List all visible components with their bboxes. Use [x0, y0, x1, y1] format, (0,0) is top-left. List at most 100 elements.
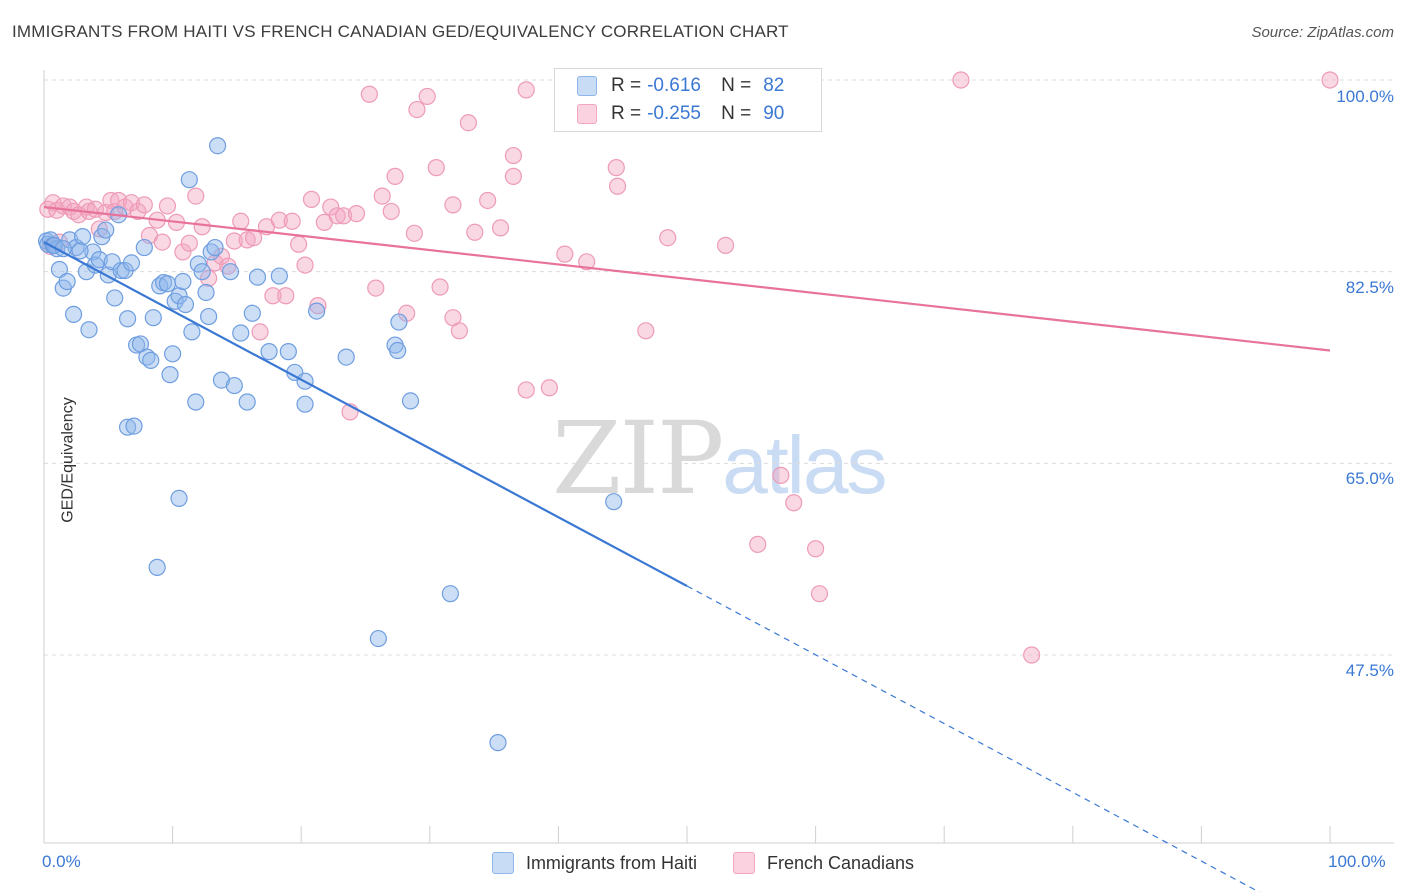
- french-point: [109, 191, 128, 210]
- french-point: [296, 256, 314, 274]
- french-point: [328, 207, 346, 225]
- stats-row-french: R = -0.255 N = 90: [577, 101, 784, 127]
- french-point: [427, 159, 445, 177]
- french-point: [578, 253, 596, 271]
- gridlines: [44, 79, 1394, 656]
- french-point: [238, 231, 256, 249]
- haiti-point: [441, 585, 459, 603]
- legend-item-french[interactable]: French Canadians: [732, 852, 915, 874]
- legend-item-haiti[interactable]: Immigrants from Haiti: [491, 852, 697, 874]
- haiti-point: [50, 260, 69, 279]
- haiti-point: [64, 305, 83, 323]
- y-tick-65: 65.0%: [1345, 469, 1394, 488]
- axes: [43, 70, 1394, 844]
- n-value: 82: [763, 75, 785, 96]
- french-point: [322, 198, 340, 216]
- haiti-point: [144, 309, 162, 327]
- y-tick-47-5: 47.5%: [1345, 661, 1394, 680]
- haiti-legend-label: Immigrants from Haiti: [525, 852, 697, 873]
- french-point: [491, 219, 510, 237]
- french-point: [952, 71, 970, 89]
- haiti-point: [243, 304, 261, 322]
- haiti-point: [337, 348, 355, 366]
- haiti-point: [209, 137, 227, 155]
- source-label: Source: ZipAtlas.com: [1251, 24, 1394, 41]
- stats-row-haiti: R = -0.616 N = 82: [577, 73, 784, 99]
- stats-legend: R = -0.616 N = 82 R = -0.255 N = 90: [554, 68, 822, 132]
- haiti-point: [193, 263, 211, 281]
- french-point: [479, 191, 497, 210]
- french-legend-label: French Canadians: [766, 852, 915, 873]
- french-point: [129, 202, 147, 221]
- haiti-point: [296, 395, 314, 413]
- haiti-trend-extension: [686, 585, 1261, 892]
- haiti-points: [37, 137, 623, 752]
- haiti-point: [279, 343, 297, 361]
- french-point: [504, 146, 522, 165]
- y-tick-100: 100.0%: [1336, 87, 1394, 106]
- haiti-point: [183, 323, 201, 341]
- n-label: N =: [721, 103, 752, 124]
- french-point: [290, 235, 308, 253]
- haiti-point: [73, 228, 92, 246]
- french-point: [212, 247, 231, 265]
- french-point: [459, 114, 477, 132]
- haiti-point: [97, 221, 115, 239]
- haiti-point: [90, 251, 108, 269]
- haiti-point: [270, 267, 288, 285]
- french-point: [277, 287, 295, 305]
- french-canadians-points: [39, 69, 1339, 664]
- french-point: [367, 279, 385, 297]
- haiti-point: [122, 254, 141, 272]
- r-value: -0.616: [647, 75, 701, 96]
- french-point: [556, 245, 574, 263]
- n-label: N =: [721, 75, 752, 96]
- watermark: ZIPatlas: [552, 400, 888, 517]
- french-point: [517, 381, 535, 399]
- french-point: [382, 202, 400, 221]
- haiti-point: [390, 313, 408, 331]
- n-value: 90: [763, 103, 785, 124]
- french-legend-swatch: [732, 852, 755, 874]
- trend-lines: [43, 205, 1331, 892]
- y-tick-82-5: 82.5%: [1345, 278, 1394, 297]
- watermark-atlas: atlas: [722, 420, 887, 511]
- y-axis-label: GED/Equivalency: [59, 397, 77, 523]
- french-point: [716, 236, 735, 254]
- haiti-point: [221, 263, 240, 281]
- r-label: R =: [611, 103, 642, 124]
- haiti-point: [187, 393, 205, 411]
- haiti-point: [106, 289, 124, 307]
- french-point: [264, 287, 282, 305]
- haiti-point: [369, 629, 387, 648]
- french-point: [180, 234, 198, 252]
- haiti-point: [125, 417, 143, 435]
- haiti-point: [197, 283, 215, 302]
- haiti-point: [142, 351, 160, 369]
- french-point: [444, 196, 462, 214]
- french-point: [251, 323, 269, 341]
- haiti-point: [308, 302, 326, 320]
- series-legend: Immigrants from Haiti French Canadians: [0, 852, 1406, 874]
- haiti-swatch: [577, 76, 597, 96]
- french-point: [450, 322, 468, 340]
- haiti-point: [148, 558, 166, 576]
- r-value: -0.255: [647, 103, 701, 124]
- haiti-point: [605, 493, 623, 511]
- french-point: [772, 466, 790, 484]
- french-point: [225, 232, 243, 250]
- french-point: [187, 187, 205, 205]
- haiti-point: [489, 734, 507, 752]
- haiti-trend-line: [43, 241, 688, 587]
- chart-title: IMMIGRANTS FROM HAITI VS FRENCH CANADIAN…: [12, 22, 789, 41]
- haiti-point: [401, 392, 420, 410]
- r-label: R =: [611, 75, 642, 96]
- french-point: [386, 167, 404, 185]
- french-point: [283, 212, 301, 230]
- french-point: [637, 322, 655, 340]
- haiti-point: [103, 253, 121, 271]
- french-point: [504, 167, 522, 185]
- haiti-point: [170, 287, 188, 305]
- french-point: [153, 233, 171, 251]
- haiti-point: [232, 324, 250, 342]
